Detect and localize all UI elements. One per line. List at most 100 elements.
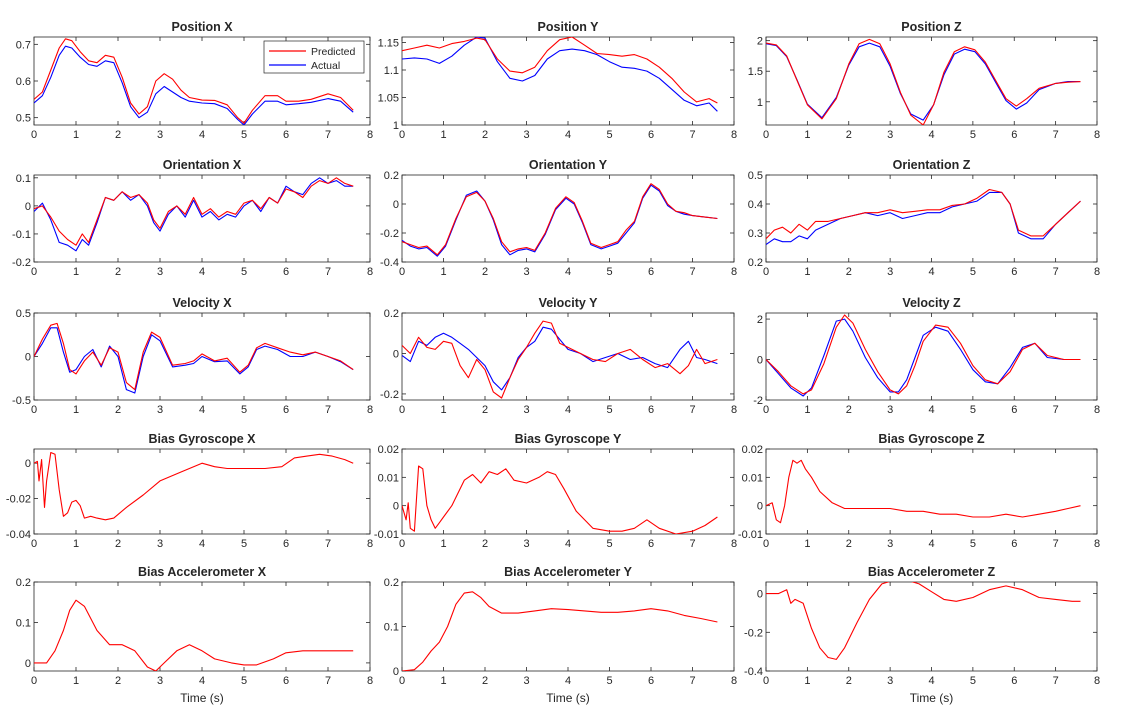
axes-box: [765, 581, 1098, 672]
plot-title: Orientation Y: [529, 158, 608, 172]
x-tick-label: 4: [565, 675, 571, 687]
x-tick-label: 4: [565, 129, 571, 141]
x-tick-label: 2: [482, 404, 488, 416]
legend-label-actual: Actual: [311, 60, 340, 72]
y-tick-label: 0.2: [384, 170, 399, 182]
subplot-vx: Velocity X0 1 2 3 4 5 6 7 8-0.500.5: [12, 296, 373, 416]
y-tick-label: -0.2: [12, 257, 31, 269]
y-tick-label: 0.2: [384, 577, 399, 589]
x-tick-label: 2: [482, 675, 488, 687]
y-tick-label: 1.1: [384, 65, 399, 77]
plot-title: Position X: [171, 20, 233, 34]
series-line-predicted: [766, 38, 1081, 125]
plot-title: Orientation Z: [893, 158, 971, 172]
y-tick-label: 0: [393, 501, 399, 513]
y-tick-label: 1.05: [378, 93, 399, 105]
x-tick-label: 6: [283, 404, 289, 416]
x-tick-label: 7: [1053, 266, 1059, 278]
series-line-predicted: [34, 177, 354, 246]
x-tick-label: 8: [731, 129, 737, 141]
x-tick-label: 5: [241, 404, 247, 416]
x-tick-label: 3: [887, 675, 893, 687]
series-line-predicted: [402, 465, 718, 534]
x-tick-label: 1: [440, 404, 446, 416]
x-tick-label: 1: [73, 129, 79, 141]
y-tick-label: -0.01: [738, 529, 763, 541]
x-tick-label: 8: [367, 404, 373, 416]
x-tick-label: 4: [565, 538, 571, 550]
series-line-predicted: [766, 314, 1081, 395]
x-tick-label: 4: [928, 129, 934, 141]
series-line-actual: [402, 37, 718, 112]
x-tick-label: 4: [199, 404, 205, 416]
x-tick-label: 1: [440, 129, 446, 141]
y-tick-label: 0: [25, 201, 31, 213]
legend-label-predicted: Predicted: [311, 46, 356, 58]
x-tick-label: 4: [928, 404, 934, 416]
series-line-actual: [34, 45, 354, 125]
x-tick-label: 4: [199, 266, 205, 278]
subplot-vy: Velocity Y0 1 2 3 4 5 6 7 8-0.200.2: [380, 296, 737, 416]
x-tick-label: 2: [482, 538, 488, 550]
x-tick-label: 2: [846, 266, 852, 278]
x-tick-label: 0: [31, 404, 37, 416]
x-tick-label: 5: [970, 404, 976, 416]
y-tick-label: 0: [757, 501, 763, 513]
x-tick-label: 5: [606, 675, 612, 687]
plot-title: Bias Gyroscope Y: [515, 432, 622, 446]
x-tick-label: 6: [648, 404, 654, 416]
subplot-pz: Position Z 0 1 2 3 4 5 6 7 8 1 1.5 2: [748, 20, 1100, 141]
x-tick-label: 8: [1094, 266, 1100, 278]
x-tick-label: 5: [241, 675, 247, 687]
x-tick-label: 6: [283, 129, 289, 141]
x-tick-label: 7: [689, 675, 695, 687]
x-tick-label: 5: [970, 266, 976, 278]
x-tick-label: 6: [1011, 266, 1017, 278]
x-tick-label: 8: [367, 129, 373, 141]
x-tick-label: 0: [763, 538, 769, 550]
y-tick-label: 0.01: [742, 472, 763, 484]
x-tick-label: 0: [399, 538, 405, 550]
plot-title: Bias Gyroscope X: [149, 432, 257, 446]
y-tick-label: 0.01: [378, 472, 399, 484]
x-tick-label: 0: [31, 675, 37, 687]
x-tick-label: 7: [325, 538, 331, 550]
x-tick-label: 2: [846, 129, 852, 141]
y-tick-label: 0: [757, 355, 763, 367]
subplot-py: Position Y0 1 2 3 4 5 6 7 811.051.11.15: [378, 20, 737, 141]
subplot-bay: Bias Accelerometer Y 0 1 2 3 4 5 6 7 8 0 0.1 0.2 Time…: [384, 565, 737, 705]
plot-title: Position Z: [901, 20, 962, 34]
y-tick-label: 0.2: [16, 577, 31, 589]
axes-box: [401, 581, 735, 672]
series-line-predicted: [402, 320, 718, 399]
x-tick-label: 8: [731, 266, 737, 278]
x-tick-label: 4: [199, 675, 205, 687]
y-tick-label: -0.4: [380, 257, 399, 269]
series-line-predicted: [34, 38, 354, 124]
series-line-predicted: [402, 183, 718, 256]
y-tick-label: 0.02: [742, 444, 763, 456]
x-tick-label: 7: [1053, 538, 1059, 550]
x-tick-label: 2: [846, 538, 852, 550]
series-line-actual: [34, 177, 354, 252]
subplot-bax: Bias Accelerometer X 0 1 2 3 4 5 6 7 8 0 0.1 0.2 Time…: [16, 565, 373, 705]
x-tick-label: 7: [1053, 129, 1059, 141]
subplot-grid: Position X 0 1 2 3 4 5 6 7 8 0.5 0.6 0.7 Predicted Act…: [6, 20, 1100, 705]
y-tick-label: 0.2: [748, 257, 763, 269]
y-tick-label: -0.4: [744, 666, 763, 678]
x-tick-label: 1: [73, 538, 79, 550]
y-tick-label: 0: [393, 199, 399, 211]
y-tick-label: -0.02: [6, 494, 31, 506]
y-tick-label: 0.6: [16, 76, 31, 88]
y-tick-label: 0.5: [748, 170, 763, 182]
x-tick-label: 7: [689, 538, 695, 550]
x-tick-label: 5: [970, 538, 976, 550]
series-line-predicted: [34, 322, 354, 391]
y-tick-label: -0.2: [744, 627, 763, 639]
x-tick-label: 6: [283, 675, 289, 687]
x-tick-label: 2: [115, 675, 121, 687]
y-tick-label: 0: [393, 348, 399, 360]
x-tick-label: 2: [115, 404, 121, 416]
